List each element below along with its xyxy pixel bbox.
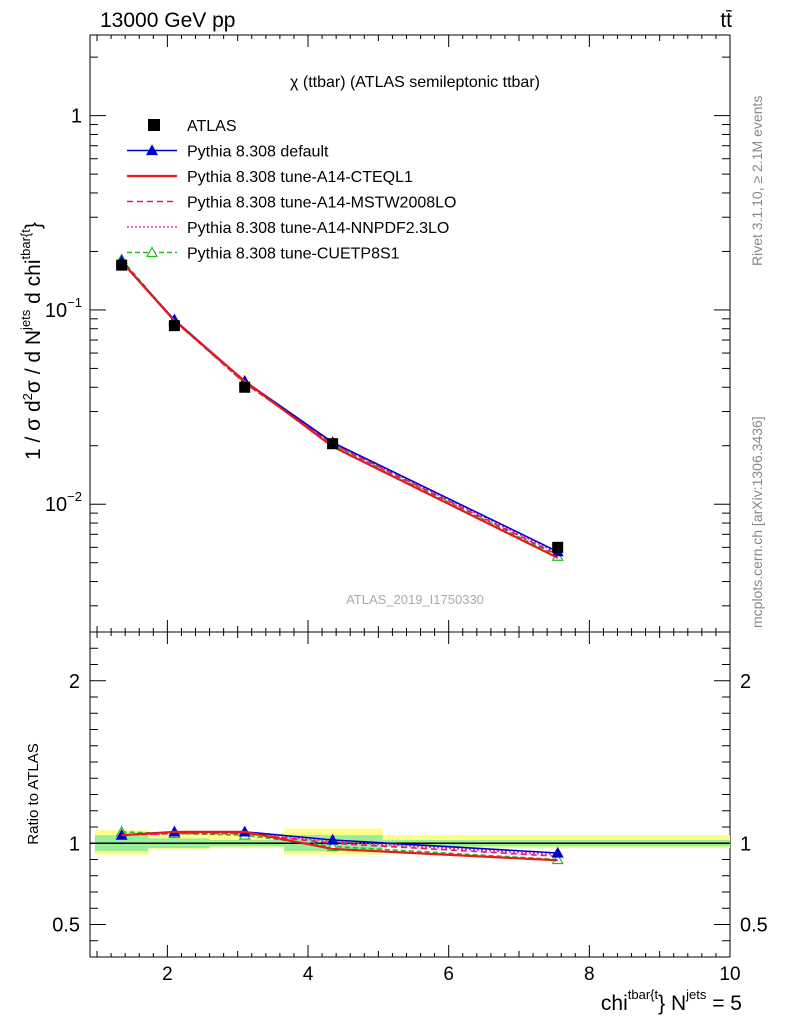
legend-entry: Pythia 8.308 tune-CUETP8S1 — [127, 246, 400, 263]
main-y-ticks: 1 10−1 10−2 — [45, 56, 730, 607]
ratio-marker-default — [551, 846, 564, 858]
series-line-nnpdf — [121, 261, 559, 554]
main-panel: 1 10−1 10−2 χ (ttbar) (ATLAS semileptonic … — [45, 34, 731, 633]
legend-label: Pythia 8.308 tune-A14-NNPDF2.3LO — [187, 220, 449, 237]
main-plot-frame — [89, 34, 731, 633]
x-tick-label: 4 — [303, 964, 314, 985]
x-tick-label: 8 — [584, 964, 595, 985]
x-axis-label: chitbar{t} Njets = 5 — [601, 987, 742, 1015]
main-data-layer — [116, 259, 564, 553]
ratio-y-tick-label: 1 — [69, 833, 80, 855]
data-point — [116, 259, 128, 271]
y-axis-label-main: 1 / σ d2σ / d Njets d chitbar{t} — [18, 222, 45, 460]
legend: ATLAS Pythia 8.308 default Pythia 8.308 tu… — [127, 118, 456, 263]
data-point — [168, 320, 180, 332]
legend-entry: Pythia 8.308 tune-A14-CTEQL1 — [127, 169, 413, 186]
ylabel-sup-2: 2 — [20, 393, 35, 400]
x-tick-label: 10 — [719, 964, 740, 985]
xlabel-sup-jets: jets — [685, 987, 707, 1002]
legend-marker-default — [145, 144, 159, 156]
legend-entry: ATLAS — [148, 118, 237, 135]
ratio-y-tick-label-right: 2 — [740, 671, 751, 693]
plot-title: χ (ttbar) (ATLAS semileptonic ttbar) — [290, 74, 540, 91]
data-point — [239, 381, 251, 393]
series-line-mstw — [121, 261, 559, 556]
main-series-layer — [115, 253, 564, 561]
legend-label: Pythia 8.308 default — [187, 144, 329, 161]
energy-label: 13000 GeV pp — [100, 9, 235, 32]
ylabel-sup-jets: jets — [18, 309, 33, 331]
data-point — [552, 541, 564, 553]
y-tick-label: 10−2 — [45, 489, 82, 516]
legend-entry: Pythia 8.308 tune-A14-NNPDF2.3LO — [127, 220, 449, 237]
mcplots-label: mcplots.cern.ch [arXiv:1306.3436] — [749, 416, 765, 628]
ratio-panel: 0.5 0.5 1 1 2 2 Ratio to ATLAS — [25, 631, 768, 958]
legend-label: Pythia 8.308 tune-A14-CTEQL1 — [187, 169, 413, 186]
xlabel-part-3: = 5 — [706, 992, 742, 1015]
y-tick-label: 1 — [71, 106, 82, 128]
legend-label: ATLAS — [187, 118, 237, 135]
ratio-y-tick-label-right: 1 — [740, 833, 751, 855]
rivet-label: Rivet 3.1.10, ≥ 2.1M events — [749, 96, 765, 266]
ratio-y-ticks: 0.5 0.5 1 1 2 2 — [52, 647, 768, 942]
legend-label: Pythia 8.308 tune-CUETP8S1 — [187, 246, 400, 263]
xlabel-part-1: chi — [601, 992, 628, 1015]
ylabel-part-1: 1 / σ d — [22, 400, 45, 460]
x-tick-label: 6 — [443, 964, 454, 985]
ylabel-sup-tbar: tbar{t — [18, 229, 33, 260]
xlabel-part-2: } N — [658, 992, 686, 1015]
svg-text:chitbar{t} Njets = 5: chitbar{t} Njets = 5 — [601, 987, 742, 1015]
series-line-default — [121, 260, 559, 553]
x-axis-ticks: 2 4 6 8 10 — [96, 35, 741, 985]
process-label: tt̄ — [720, 9, 732, 32]
ratio-y-tick-label: 2 — [69, 671, 80, 693]
ylabel-part-3: d chi — [22, 260, 45, 310]
x-tick-label: 2 — [162, 964, 173, 985]
y-tick-label: 10−1 — [45, 295, 82, 322]
ratio-series-layer — [115, 825, 564, 865]
data-point — [327, 438, 339, 450]
ylabel-part-4: } — [22, 222, 45, 229]
legend-label: Pythia 8.308 tune-A14-MSTW2008LO — [187, 195, 456, 212]
series-line-cteql1 — [120, 261, 559, 559]
ratio-line-cteql1 — [121, 830, 558, 862]
legend-marker-data — [148, 119, 160, 131]
series-line-cuetp8s1 — [121, 258, 559, 557]
ratio-plot-frame — [89, 631, 731, 958]
ratio-y-tick-label-right: 0.5 — [740, 915, 768, 937]
svg-text:1 / σ d2σ / d Njets d chitbar{: 1 / σ d2σ / d Njets d chitbar{t} — [18, 222, 45, 460]
ratio-marker-default — [326, 833, 339, 845]
legend-marker-cuetp8s1 — [145, 246, 159, 258]
legend-entry: Pythia 8.308 default — [127, 144, 329, 161]
xlabel-sup-tbar: tbar{t — [628, 987, 659, 1002]
ylabel-part-2: σ / d N — [22, 330, 45, 393]
ratio-y-label: Ratio to ATLAS — [25, 743, 42, 844]
ratio-y-tick-label: 0.5 — [52, 915, 80, 937]
legend-entry: Pythia 8.308 tune-A14-MSTW2008LO — [127, 195, 456, 212]
analysis-id: ATLAS_2019_I1750330 — [346, 592, 484, 607]
